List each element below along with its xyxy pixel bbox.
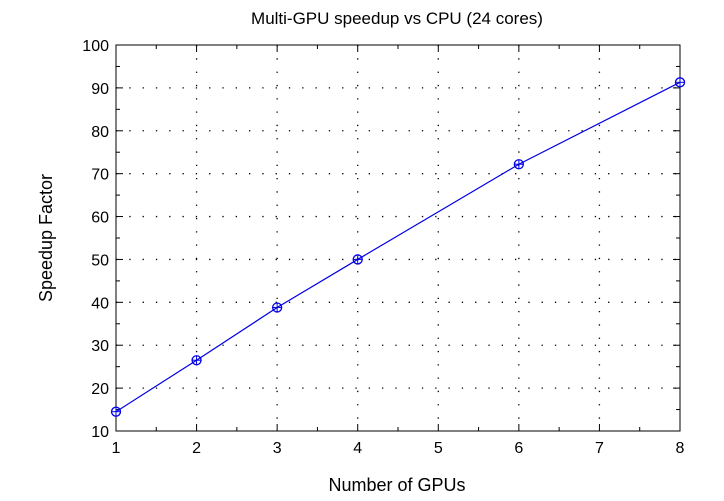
y-tick-label: 30 <box>91 338 109 355</box>
data-point <box>352 254 363 265</box>
chart-title: Multi-GPU speedup vs CPU (24 cores) <box>251 9 543 28</box>
y-tick-label: 10 <box>91 424 109 441</box>
data-point <box>271 302 283 313</box>
x-tick-label: 8 <box>676 440 685 457</box>
x-tick-label: 7 <box>595 440 604 457</box>
x-axis-label: Number of GPUs <box>328 475 465 495</box>
y-tick-label: 60 <box>91 210 109 227</box>
x-tick-label: 4 <box>353 440 362 457</box>
x-tick-label: 3 <box>273 440 282 457</box>
data-point <box>674 77 686 88</box>
axis-ticks <box>115 44 681 432</box>
y-tick-labels: 10 20 30 40 50 60 70 80 90 100 <box>82 38 109 441</box>
x-tick-label: 1 <box>112 440 121 457</box>
x-tick-label: 2 <box>192 440 201 457</box>
data-point <box>513 159 525 170</box>
x-tick-labels: 1 2 3 4 5 6 7 8 <box>112 440 685 457</box>
y-tick-label: 100 <box>82 38 109 55</box>
y-tick-label: 90 <box>91 81 109 98</box>
y-tick-label: 50 <box>91 252 109 269</box>
data-point <box>191 355 202 366</box>
grid <box>116 45 680 431</box>
y-tick-label: 70 <box>91 167 109 184</box>
y-axis-label: Speedup Factor <box>36 174 56 302</box>
x-tick-label: 5 <box>434 440 443 457</box>
series-layer <box>110 77 686 417</box>
plot-area <box>115 44 681 432</box>
series-line <box>115 81 681 413</box>
y-tick-label: 20 <box>91 381 109 398</box>
x-tick-label: 6 <box>514 440 523 457</box>
y-tick-label: 40 <box>91 295 109 312</box>
y-tick-label: 80 <box>91 124 109 141</box>
data-point <box>110 406 122 417</box>
